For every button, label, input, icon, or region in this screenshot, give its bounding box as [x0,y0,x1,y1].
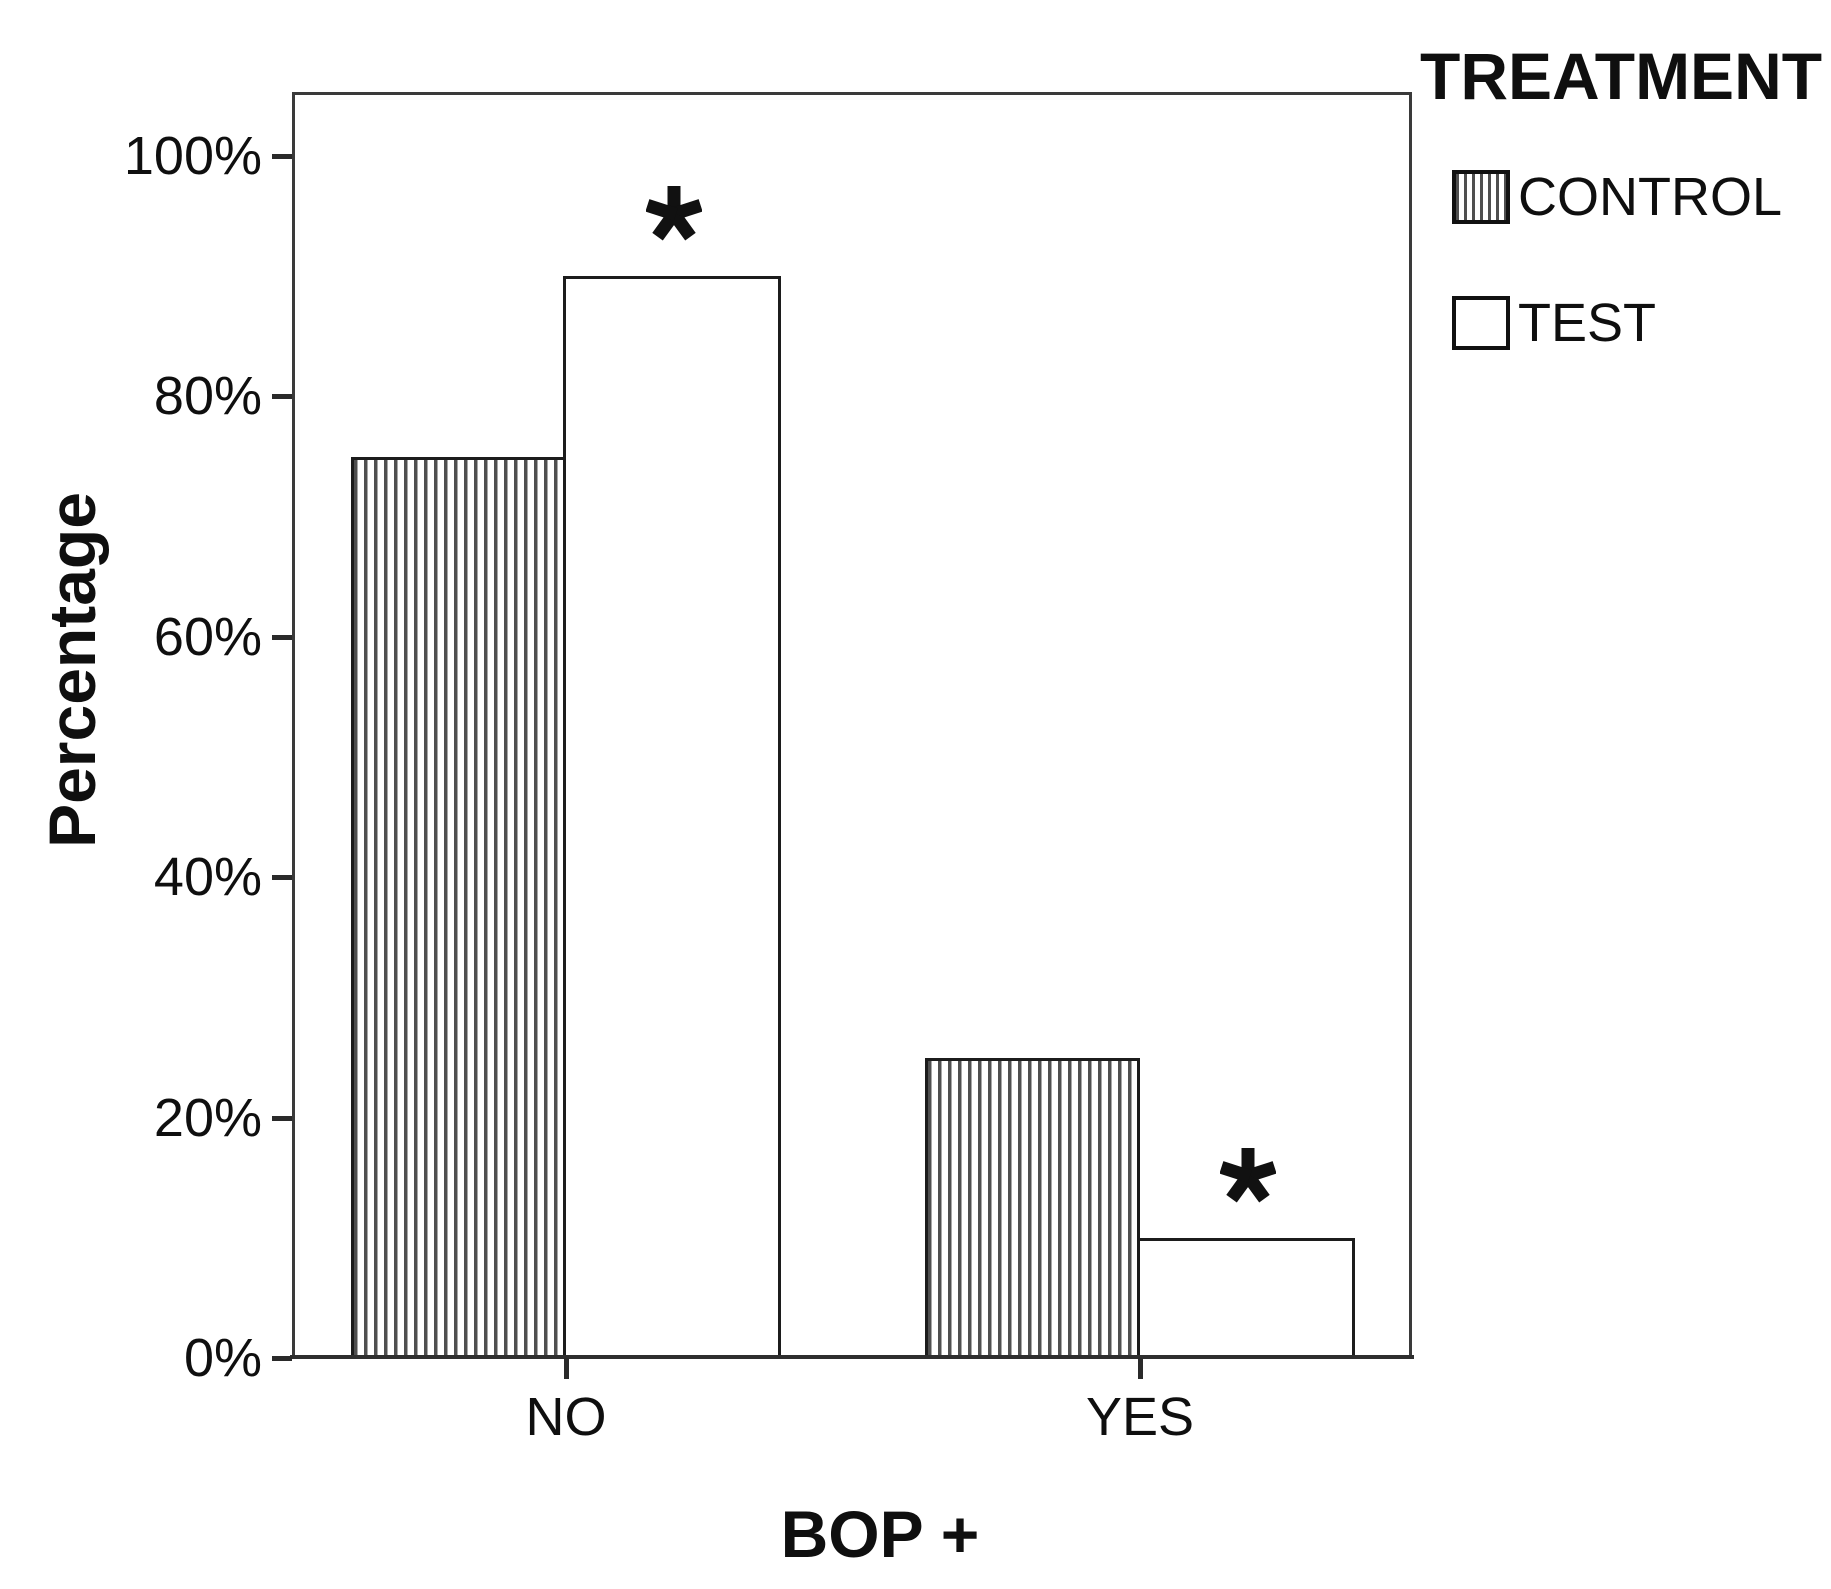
y-tick-mark [272,1356,292,1361]
x-tick-label-no: NO [525,1387,607,1447]
y-tick-label: 40% [153,847,262,907]
y-tick-mark [272,875,292,880]
y-tick-mark [272,154,292,159]
test-white-swatch-icon [1452,296,1510,350]
y-tick-label: 100% [123,126,262,186]
y-tick-label: 80% [153,366,262,426]
x-axis-line [290,1355,1414,1359]
bar-control-yes [925,1058,1140,1359]
y-tick-mark [272,394,292,399]
x-tick-label-yes: YES [1085,1387,1195,1447]
asterisk-icon [644,186,703,241]
x-tick-mark [564,1358,569,1379]
y-tick-label: 20% [153,1088,262,1148]
y-axis-title: Percentage [35,492,109,848]
x-axis-title: BOP + [780,1497,980,1571]
y-tick-mark [272,1116,292,1121]
x-tick-mark [1138,1358,1143,1379]
legend-item-test: TEST [1452,292,1656,354]
legend-label-test: TEST [1518,293,1657,353]
legend-title: TREATMENT [1420,39,1823,113]
significance-asterisk [644,186,703,242]
legend-label-control: CONTROL [1518,167,1783,227]
bar-test-yes [1137,1238,1355,1359]
asterisk-icon [1218,1148,1277,1203]
y-tick-label: 60% [153,607,262,667]
bar-test-no [563,276,781,1359]
control-hatch-swatch-icon [1452,170,1510,224]
y-tick-label: 0% [183,1328,262,1388]
bar-control-no [351,457,566,1359]
significance-asterisk [1218,1148,1277,1204]
legend-item-control: CONTROL [1452,166,1782,228]
y-tick-mark [272,635,292,640]
